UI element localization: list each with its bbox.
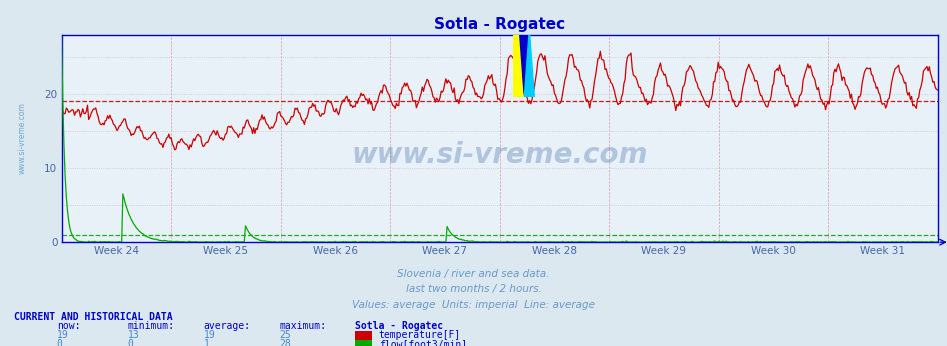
Text: 28: 28: [279, 339, 291, 346]
Text: flow[foot3/min]: flow[foot3/min]: [379, 339, 467, 346]
Text: last two months / 2 hours.: last two months / 2 hours.: [405, 284, 542, 294]
Text: www.si-vreme.com: www.si-vreme.com: [18, 102, 27, 174]
Text: 0: 0: [57, 339, 63, 346]
Text: Values: average  Units: imperial  Line: average: Values: average Units: imperial Line: av…: [352, 300, 595, 310]
Text: Slovenia / river and sea data.: Slovenia / river and sea data.: [398, 269, 549, 279]
Text: www.si-vreme.com: www.si-vreme.com: [351, 141, 648, 169]
Text: minimum:: minimum:: [128, 321, 175, 331]
Polygon shape: [512, 0, 535, 97]
Text: 19: 19: [204, 330, 215, 340]
Text: now:: now:: [57, 321, 80, 331]
Text: maximum:: maximum:: [279, 321, 327, 331]
Text: 19: 19: [57, 330, 68, 340]
Text: 25: 25: [279, 330, 291, 340]
Text: 1: 1: [204, 339, 209, 346]
Text: 0: 0: [128, 339, 134, 346]
Polygon shape: [512, 0, 524, 97]
Text: Sotla - Rogatec: Sotla - Rogatec: [355, 321, 443, 331]
Title: Sotla - Rogatec: Sotla - Rogatec: [434, 17, 565, 32]
Text: 13: 13: [128, 330, 139, 340]
Text: CURRENT AND HISTORICAL DATA: CURRENT AND HISTORICAL DATA: [14, 312, 173, 322]
Text: temperature[F]: temperature[F]: [379, 330, 461, 340]
Polygon shape: [524, 0, 535, 97]
Text: average:: average:: [204, 321, 251, 331]
